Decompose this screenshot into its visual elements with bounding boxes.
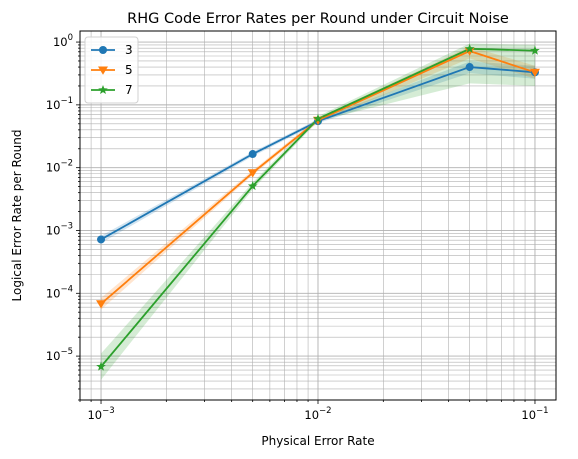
confidence-bands — [101, 43, 535, 380]
legend-label-5: 5 — [125, 63, 133, 77]
point-series-7 — [247, 181, 258, 191]
legend-label-7: 7 — [125, 83, 133, 97]
point-series-5 — [96, 300, 107, 309]
point-series-3 — [248, 150, 257, 159]
x-tick-label: 10−2 — [304, 406, 331, 422]
legend: 3 5 7 — [84, 36, 139, 104]
legend-marker-5 — [98, 66, 108, 75]
point-series-7 — [530, 45, 540, 55]
legend-marker-7 — [98, 85, 108, 95]
point-series-5 — [529, 68, 540, 78]
point-series-3 — [465, 63, 474, 72]
point-series-7 — [464, 43, 475, 53]
y-tick-label: 10−3 — [46, 221, 73, 237]
point-series-5 — [247, 169, 258, 178]
y-axis-label: Logical Error Rate per Round — [10, 130, 24, 302]
y-tick-label: 10−4 — [46, 284, 73, 300]
chart-title: RHG Code Error Rates per Round under Cir… — [127, 11, 509, 27]
y-tick-label: 100 — [53, 33, 73, 49]
point-series-7 — [96, 361, 106, 371]
point-series-5 — [464, 47, 475, 56]
legend-marker-3 — [99, 46, 107, 54]
y-tick-label: 10−2 — [46, 159, 73, 175]
point-series-3 — [97, 235, 106, 244]
series-markers — [96, 43, 540, 371]
x-axis-label: Physical Error Rate — [261, 434, 374, 448]
band-series-7 — [101, 43, 535, 380]
y-tick-label: 10−1 — [46, 96, 73, 112]
axis-ticks: 10−3 10−2 10−1 10−5 10−4 10−3 10−2 10−1 100 — [46, 33, 549, 422]
legend-label-3: 3 — [125, 43, 133, 57]
grid — [79, 31, 556, 401]
x-tick-label: 10−3 — [87, 406, 114, 422]
point-series-7 — [313, 113, 323, 123]
y-tick-label: 10−5 — [46, 347, 73, 363]
x-tick-label: 10−1 — [521, 406, 548, 422]
